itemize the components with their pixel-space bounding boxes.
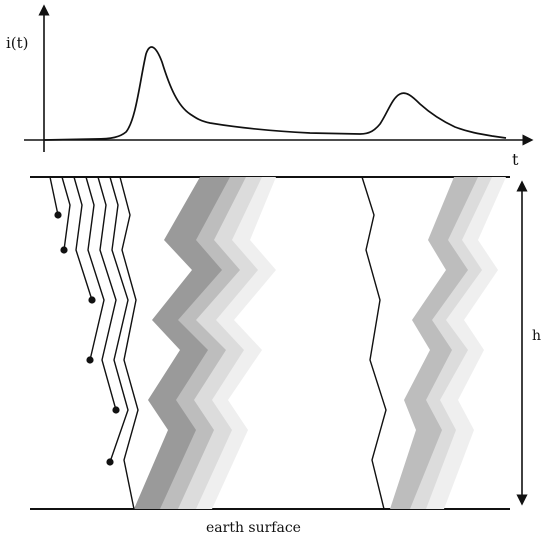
leader-tip-4 [86, 356, 94, 364]
channel-region: h earth surface [30, 176, 541, 536]
subsequent-return-stroke-glow [390, 177, 506, 509]
first-return-stroke-glow [134, 177, 276, 509]
leader-branch-4 [85, 176, 105, 361]
leader-tip-3 [88, 296, 96, 304]
current-time-plot: i(t) t [6, 4, 534, 169]
leader-tip-6 [106, 458, 114, 466]
leader-branch-5 [97, 176, 117, 411]
leader-branch-3 [73, 176, 93, 301]
glow-band-faint-2 [420, 177, 506, 509]
stepped-leader [49, 176, 139, 510]
earth-surface-label: earth surface [206, 520, 301, 536]
leader-tip-2 [60, 246, 68, 254]
leader-branch-1 [49, 176, 59, 216]
leader-tip-1 [54, 211, 62, 219]
leader-branch-2 [61, 176, 71, 251]
leader-main-channel [119, 176, 139, 510]
glow-band-mid-2 [390, 177, 478, 509]
dart-leader-channel [361, 176, 387, 510]
glow-band-dark [134, 177, 230, 509]
current-waveform [43, 46, 507, 141]
time-axis-label: t [512, 150, 519, 169]
leader-tip-5 [112, 406, 120, 414]
leader-tips [54, 211, 120, 466]
height-label: h [532, 328, 541, 344]
current-axis-label: i(t) [6, 34, 29, 52]
leader-branch-6 [109, 176, 129, 463]
